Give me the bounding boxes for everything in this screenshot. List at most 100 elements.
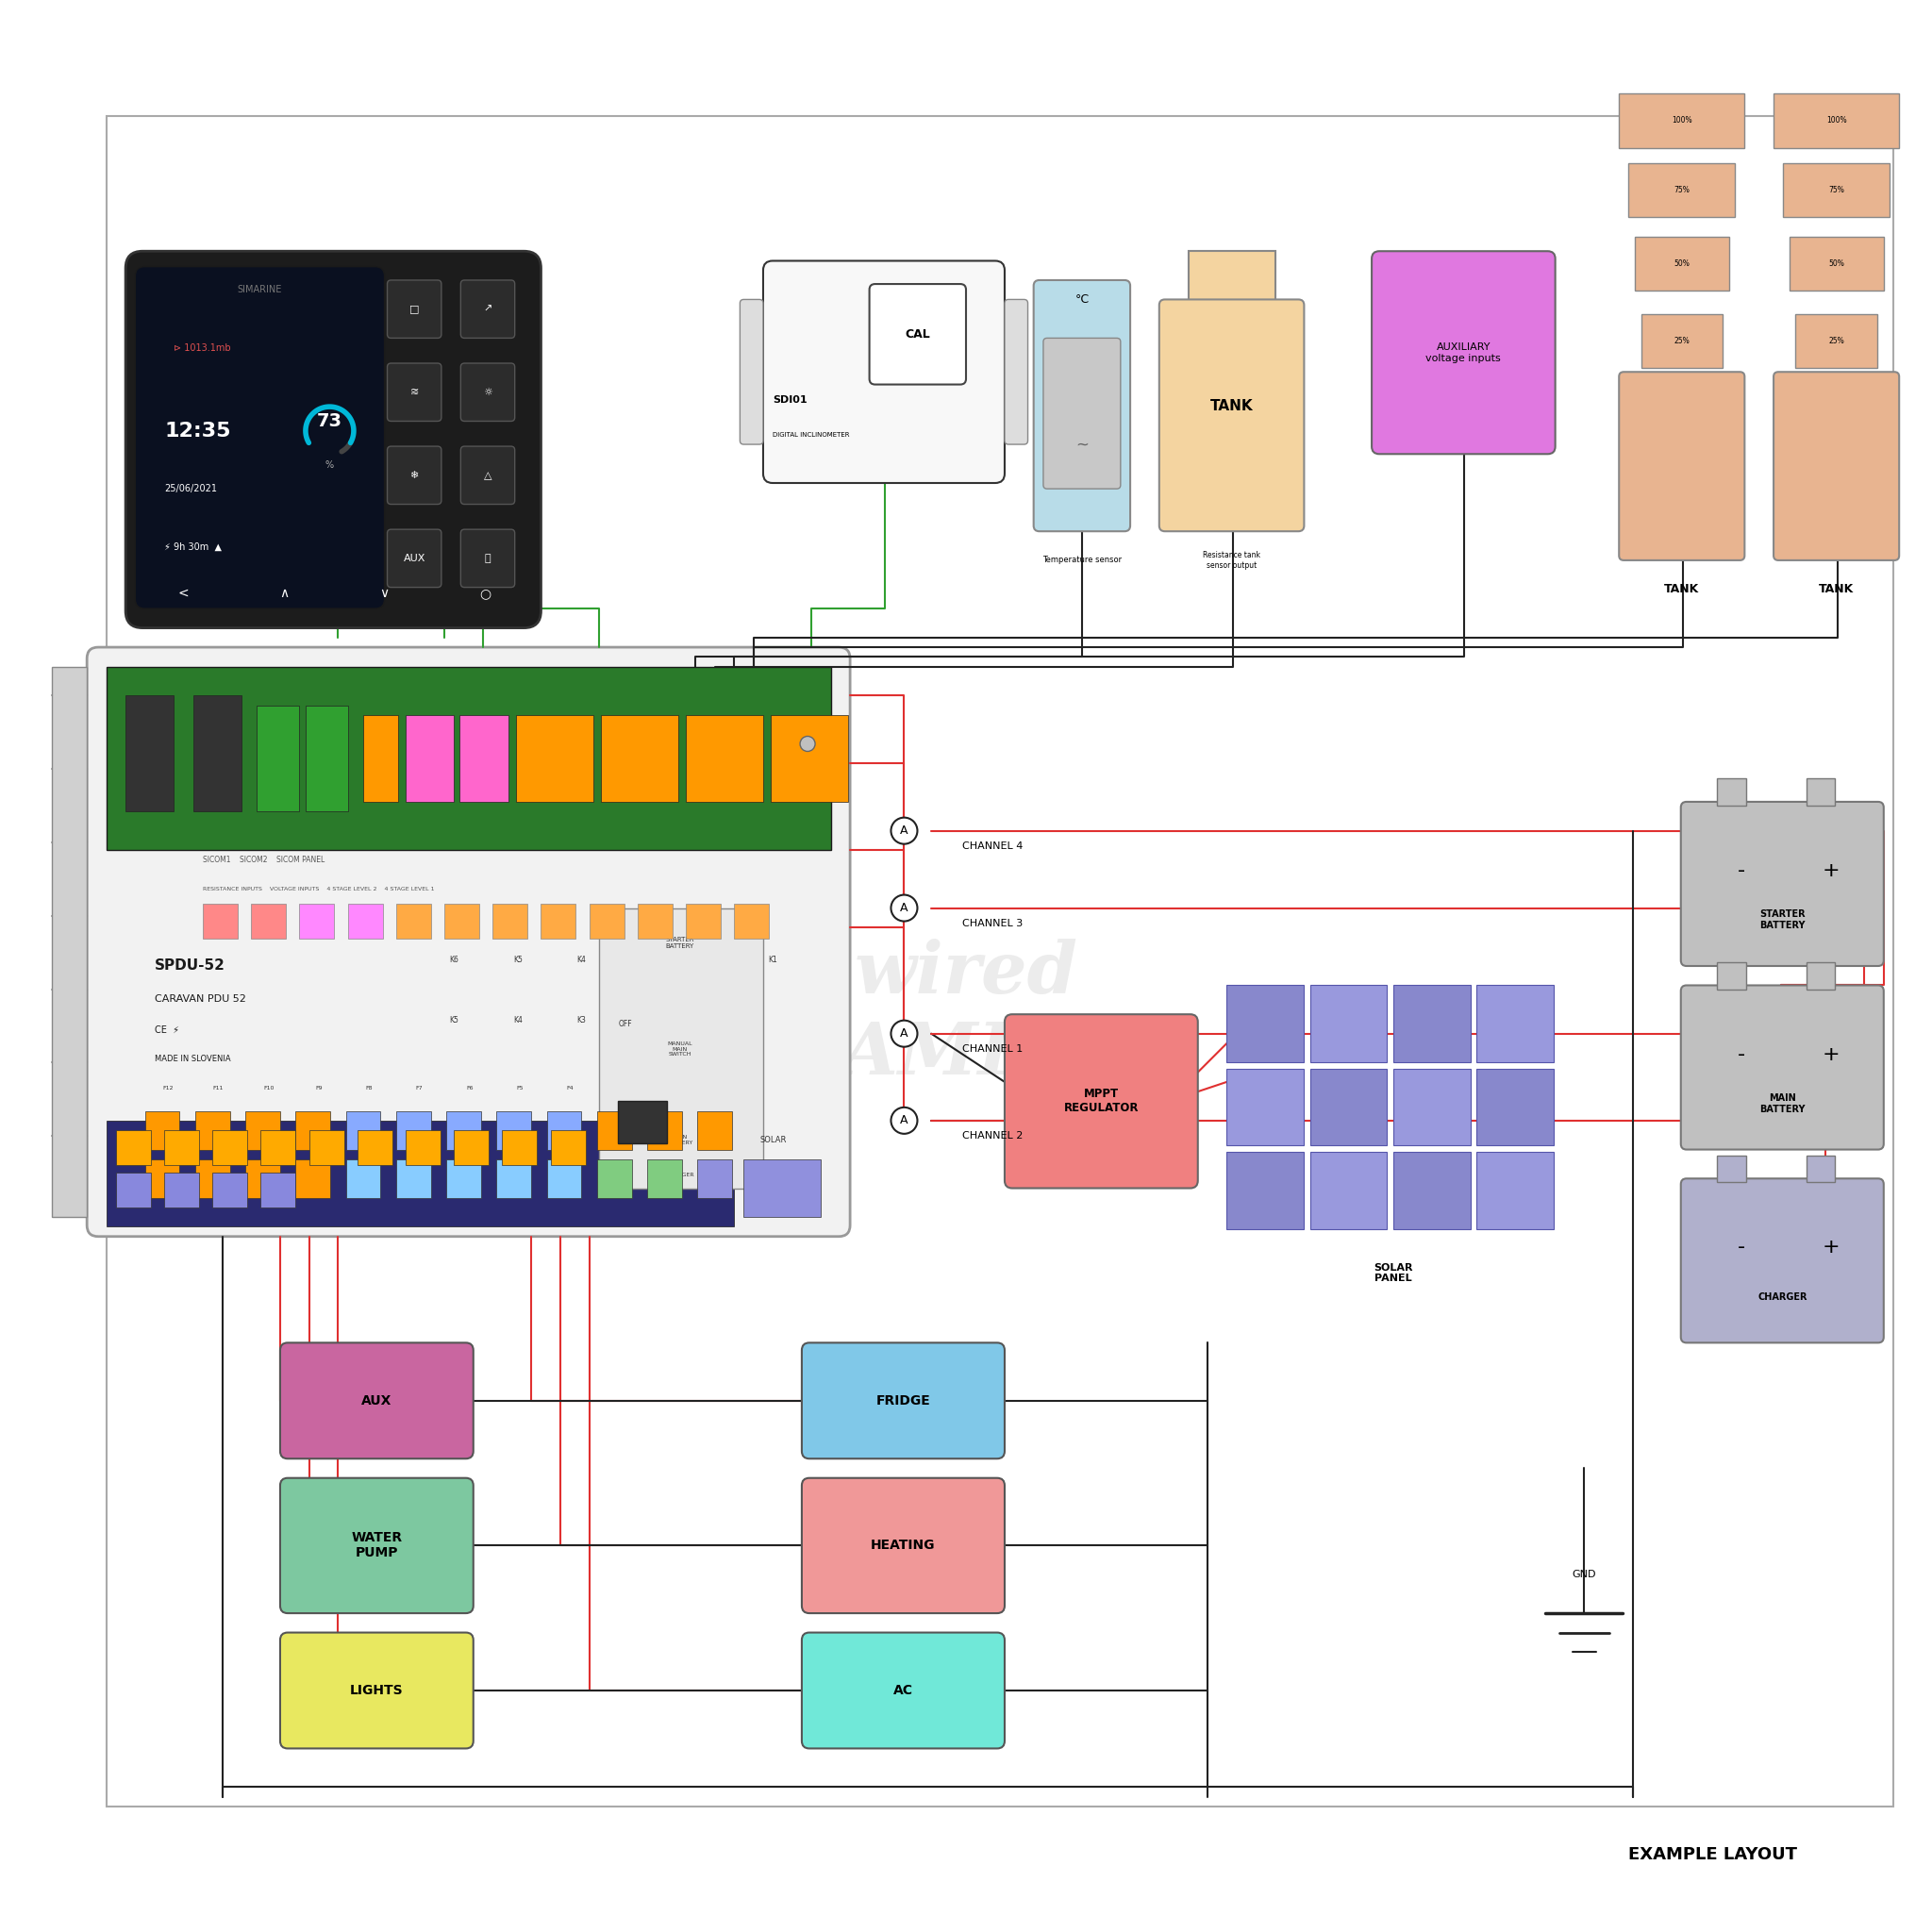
Text: A: A <box>900 825 908 837</box>
Text: CE  ⚡: CE ⚡ <box>155 1026 180 1034</box>
Bar <box>1629 164 1735 218</box>
Bar <box>357 1130 392 1165</box>
Bar <box>502 1130 537 1165</box>
Text: 25%: 25% <box>1673 336 1690 346</box>
Text: ON: ON <box>618 1115 628 1119</box>
Text: F4: F4 <box>566 1086 574 1090</box>
Bar <box>396 1159 431 1198</box>
Circle shape <box>301 402 357 460</box>
Text: K6: K6 <box>450 956 458 964</box>
Bar <box>116 1130 151 1165</box>
Text: GND: GND <box>1573 1571 1596 1578</box>
Bar <box>599 908 763 1188</box>
Bar <box>1774 93 1899 149</box>
FancyBboxPatch shape <box>386 529 440 587</box>
Bar <box>647 1159 682 1198</box>
Text: +: + <box>1822 1045 1839 1065</box>
Text: RESISTANCE INPUTS    VOLTAGE INPUTS    4 STAGE LEVEL 2    4 STAGE LEVEL 1: RESISTANCE INPUTS VOLTAGE INPUTS 4 STAGE… <box>203 887 435 891</box>
Text: K3: K3 <box>578 1016 585 1024</box>
Text: 25/06/2021: 25/06/2021 <box>164 485 216 493</box>
Text: SDI01: SDI01 <box>773 396 808 404</box>
Bar <box>251 904 286 939</box>
Bar <box>1310 1151 1387 1229</box>
Bar <box>493 904 527 939</box>
Text: K4: K4 <box>578 956 585 964</box>
Circle shape <box>891 817 918 844</box>
FancyBboxPatch shape <box>1774 371 1899 560</box>
Text: K4: K4 <box>514 1016 522 1024</box>
Text: MPPT
REGULATOR: MPPT REGULATOR <box>1065 1088 1138 1115</box>
Text: A: A <box>900 1115 908 1126</box>
Text: F12: F12 <box>162 1086 174 1090</box>
FancyBboxPatch shape <box>740 299 763 444</box>
FancyBboxPatch shape <box>1372 251 1555 454</box>
Text: K5: K5 <box>450 1016 458 1024</box>
Text: K3: K3 <box>641 956 649 964</box>
Text: HEATING: HEATING <box>871 1540 935 1551</box>
Circle shape <box>891 895 918 922</box>
Bar <box>686 904 721 939</box>
Bar <box>686 715 763 802</box>
Bar <box>116 1173 151 1208</box>
Text: TANK: TANK <box>1209 398 1254 413</box>
Circle shape <box>891 1107 918 1134</box>
Circle shape <box>891 1020 918 1047</box>
Text: AUX: AUX <box>404 554 425 562</box>
Text: CHARGER: CHARGER <box>1758 1293 1806 1302</box>
Bar <box>1310 1068 1387 1146</box>
Bar <box>647 1111 682 1150</box>
Text: F9: F9 <box>315 1086 323 1090</box>
Text: F11: F11 <box>213 1086 224 1090</box>
Bar <box>618 1101 667 1144</box>
FancyBboxPatch shape <box>280 1478 473 1613</box>
Bar <box>1640 313 1723 367</box>
FancyBboxPatch shape <box>763 261 1005 483</box>
Bar <box>1718 962 1747 989</box>
Text: F6: F6 <box>466 1086 473 1090</box>
Text: ↗: ↗ <box>483 305 493 313</box>
Text: GND: GND <box>396 1208 413 1215</box>
Text: 100%: 100% <box>1826 116 1847 126</box>
Bar <box>1310 985 1387 1063</box>
Text: STARTER
BATTERY: STARTER BATTERY <box>1760 910 1804 929</box>
Bar <box>106 1121 734 1227</box>
Bar <box>744 1159 821 1217</box>
Bar <box>296 1111 330 1150</box>
Text: CHANNEL 2: CHANNEL 2 <box>962 1132 1022 1140</box>
Text: 75%: 75% <box>1828 185 1845 195</box>
Bar <box>638 904 672 939</box>
Text: MADE IN SLOVENIA: MADE IN SLOVENIA <box>155 1055 230 1063</box>
Bar <box>106 116 1893 1806</box>
FancyBboxPatch shape <box>460 363 514 421</box>
Bar <box>257 705 299 811</box>
Text: F5: F5 <box>516 1086 524 1090</box>
Bar <box>363 715 398 802</box>
Bar <box>446 1159 481 1198</box>
Text: A: A <box>900 1028 908 1039</box>
Bar <box>597 1111 632 1150</box>
Bar <box>145 1159 180 1198</box>
Bar <box>1476 1068 1553 1146</box>
Text: +: + <box>1822 1238 1839 1258</box>
Text: ~: ~ <box>1076 437 1088 452</box>
Bar <box>1718 1155 1747 1182</box>
Text: MAIN
BATTERY: MAIN BATTERY <box>1760 1094 1804 1113</box>
Text: AUX: AUX <box>361 1395 392 1406</box>
Bar <box>601 715 678 802</box>
FancyBboxPatch shape <box>1159 299 1304 531</box>
FancyBboxPatch shape <box>386 446 440 504</box>
Text: °C: °C <box>1074 294 1090 305</box>
Bar <box>106 667 831 850</box>
Text: ⚡ 9h 30m  ▲: ⚡ 9h 30m ▲ <box>164 543 222 551</box>
Bar <box>346 1111 381 1150</box>
Text: F10: F10 <box>263 1086 274 1090</box>
Text: F7: F7 <box>415 1086 423 1090</box>
Bar <box>52 667 87 1217</box>
Bar <box>261 1173 296 1208</box>
FancyBboxPatch shape <box>1005 1014 1198 1188</box>
Bar <box>193 696 242 811</box>
Text: AUXILIARY
voltage inputs: AUXILIARY voltage inputs <box>1426 342 1501 363</box>
Text: EXAMPLE LAYOUT: EXAMPLE LAYOUT <box>1629 1847 1797 1862</box>
Bar <box>213 1130 247 1165</box>
Text: △: △ <box>483 471 493 479</box>
